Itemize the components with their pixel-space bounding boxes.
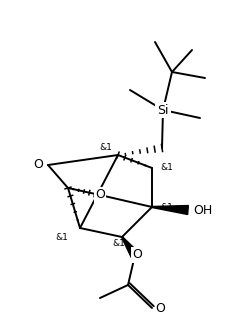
Text: O: O bbox=[33, 158, 43, 172]
Text: &1: &1 bbox=[160, 202, 173, 212]
Text: &1: &1 bbox=[160, 163, 173, 173]
Text: OH: OH bbox=[193, 203, 212, 216]
Polygon shape bbox=[122, 237, 139, 257]
Text: O: O bbox=[95, 189, 105, 201]
Text: O: O bbox=[155, 301, 165, 315]
Text: &1: &1 bbox=[112, 238, 125, 248]
Polygon shape bbox=[152, 206, 188, 215]
Text: O: O bbox=[132, 249, 142, 261]
Text: &1: &1 bbox=[55, 233, 68, 241]
Text: &1: &1 bbox=[99, 144, 112, 153]
Text: Si: Si bbox=[157, 104, 169, 116]
